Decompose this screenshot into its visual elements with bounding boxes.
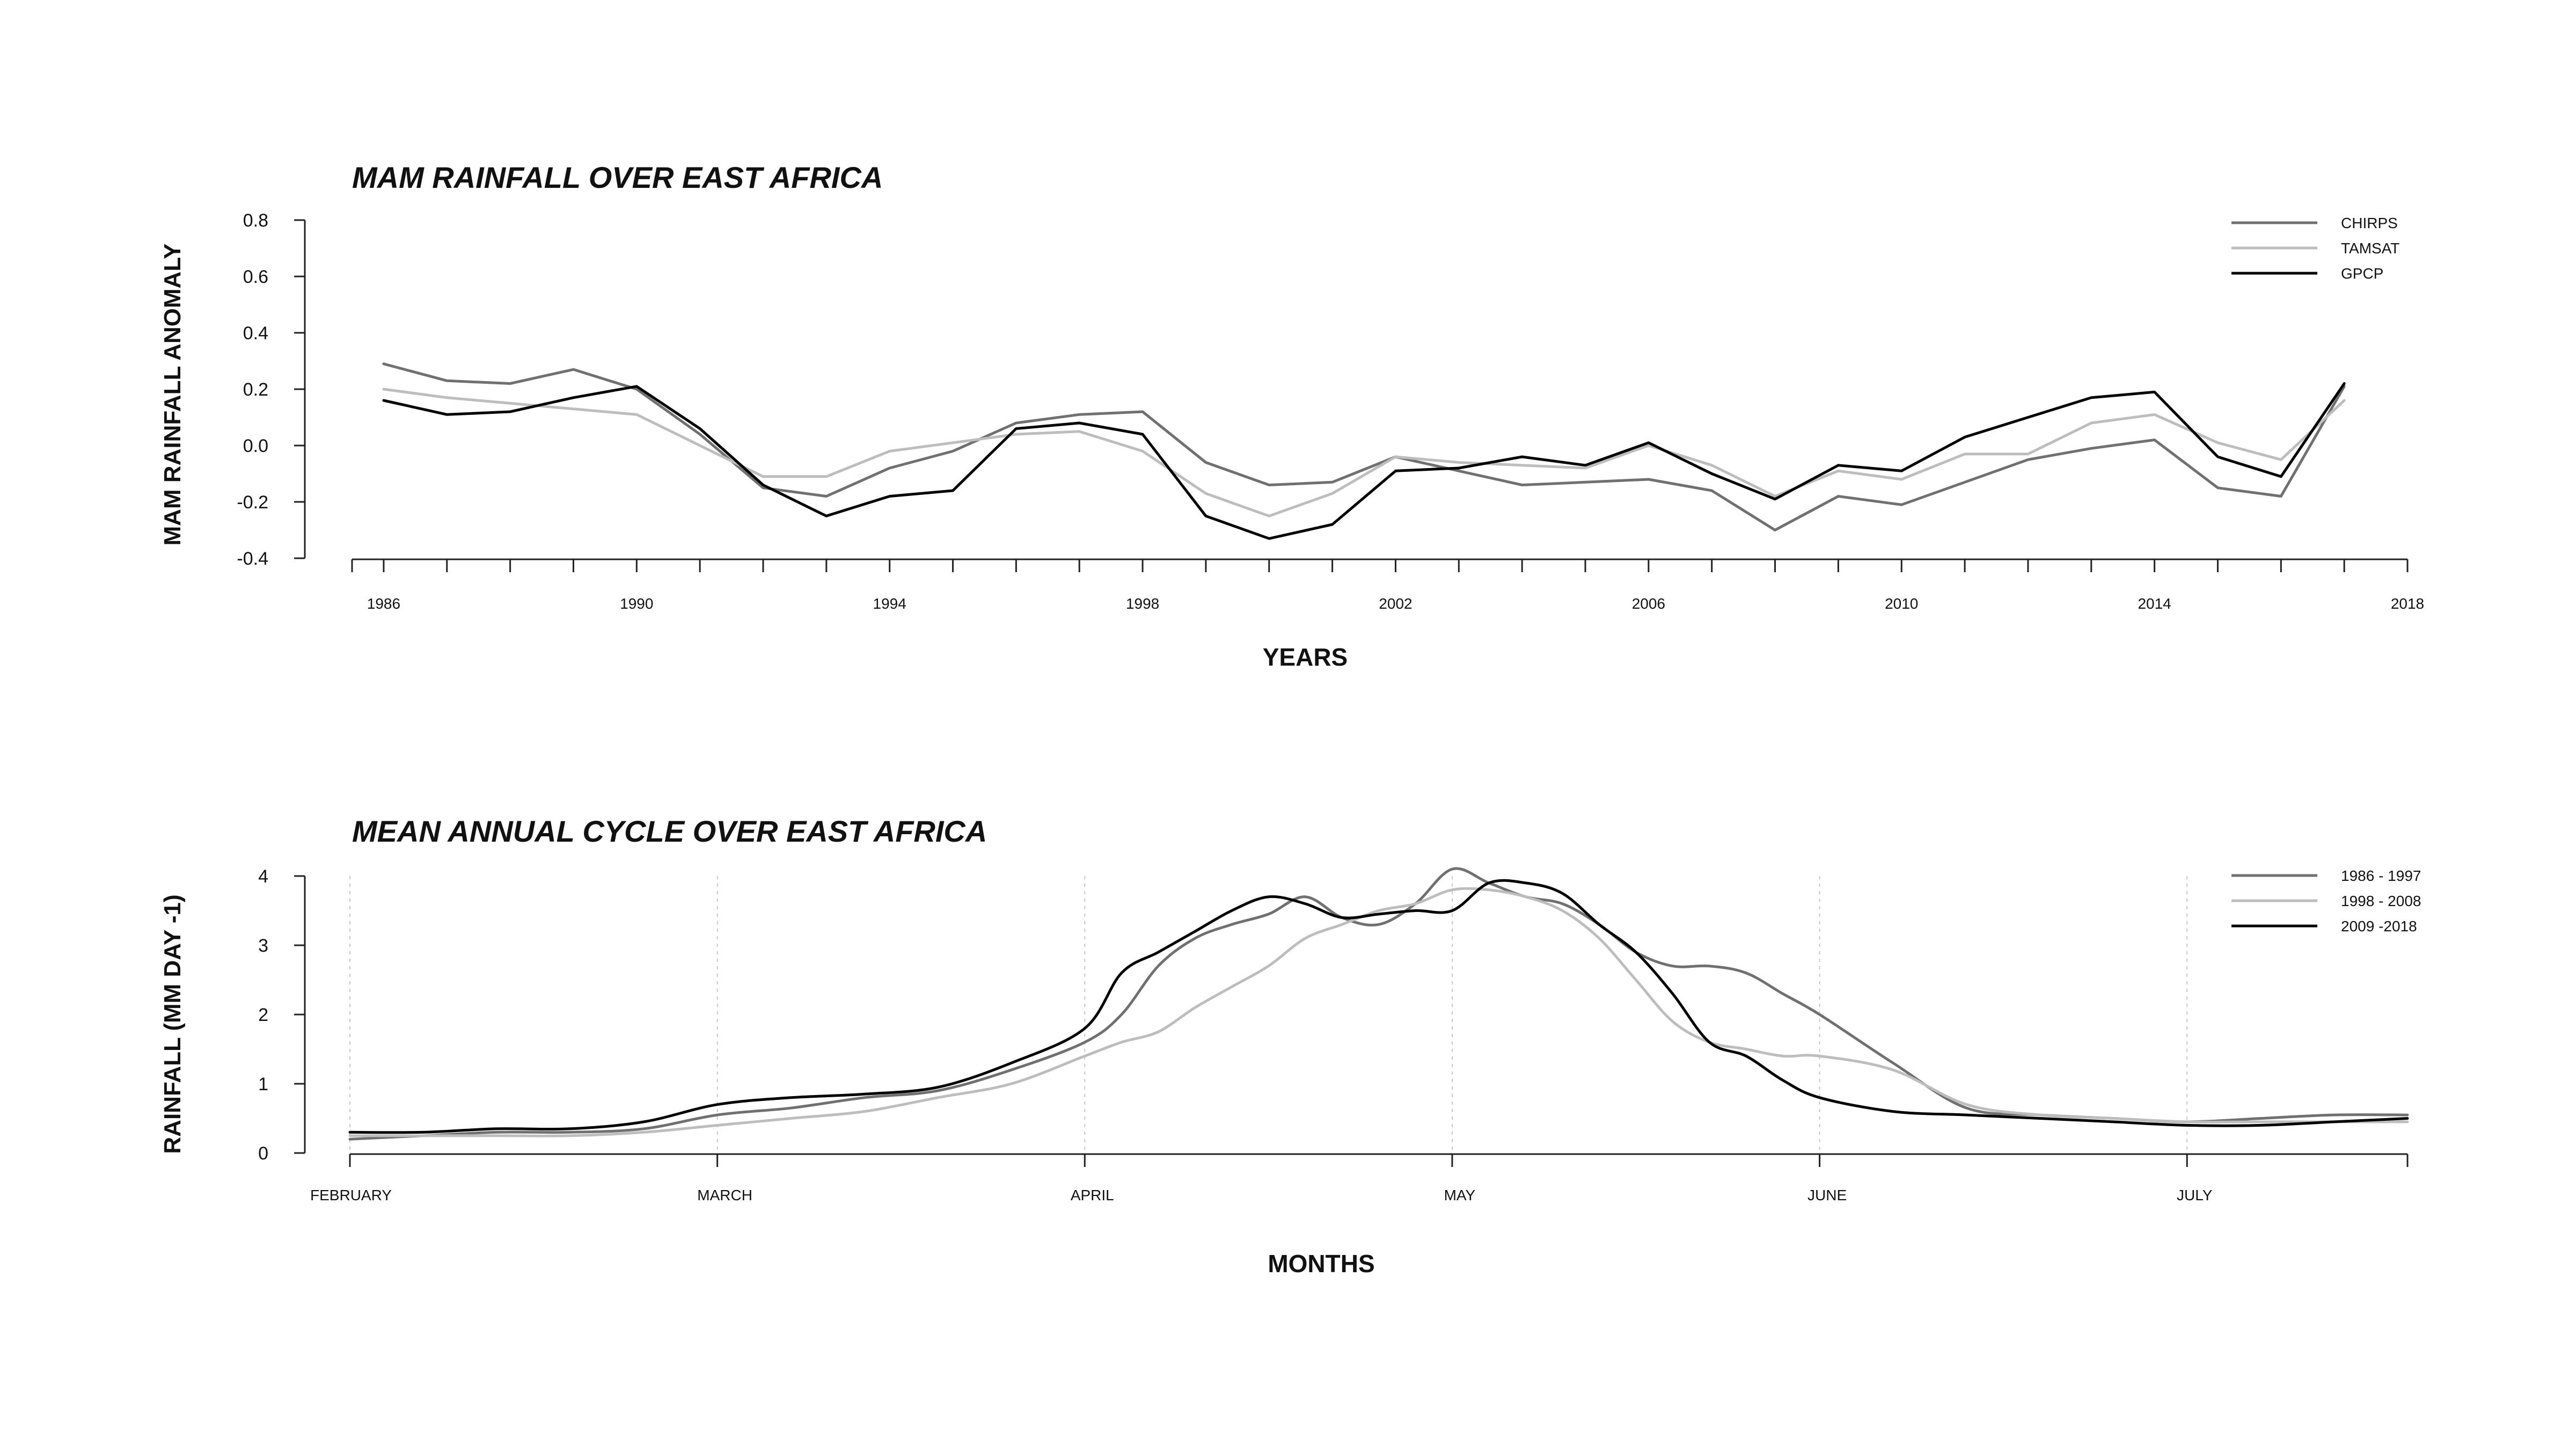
panel2-legend-label: 1986 - 1997 (2341, 867, 2421, 884)
series-gpcp-line (382, 382, 2346, 540)
panel1-x-tick-label: 1990 (620, 595, 653, 612)
panel2-legend: 1986 - 1997 1998 - 2008 2009 -2018 (2231, 867, 2421, 935)
panel2-y-tick-label: 2 (258, 1005, 268, 1025)
panel1-y-tick-label: 0.8 (243, 210, 268, 231)
panel2-y-tick-label: 0 (258, 1143, 268, 1164)
series-1998-2008-line (348, 887, 2409, 1137)
panel-mean-annual-cycle: MEAN ANNUAL CYCLE OVER EAST AFRICA RAINF… (159, 814, 2421, 1278)
panel1-y-tick-label: -0.2 (237, 492, 268, 513)
panel1-x-tick-label: 1986 (367, 595, 400, 612)
panel1-y-tick-label: 0.2 (243, 380, 268, 400)
panel1-x-tick-label: 2006 (1632, 595, 1665, 612)
panel1-series-group (382, 362, 2346, 540)
panel1-x-tick-label: 2018 (2391, 595, 2424, 612)
panel1-x-tick-label: 2002 (1379, 595, 1412, 612)
panel2-x-tick-label: JUNE (1807, 1187, 1847, 1203)
panel1-y-tick-label: 0.0 (243, 436, 268, 456)
panel2-x-tick-label: JULY (2177, 1187, 2213, 1203)
panel1-x-tick-label: 2010 (1885, 595, 1918, 612)
panel2-legend-label: 2009 -2018 (2341, 918, 2417, 935)
panel1-x-tick-label: 1994 (873, 595, 906, 612)
panel2-vertical-grid (349, 876, 2188, 1153)
panel1-y-axis-label: MAM RAINFALL ANOMALY (159, 243, 186, 545)
panel1-y-tick-label: 0.6 (243, 267, 268, 287)
panel1-legend: CHIRPS TAMSAT GPCP (2231, 215, 2399, 282)
panel1-y-tick-label: 0.4 (243, 323, 268, 344)
panel2-x-axis-label: MONTHS (1268, 1250, 1374, 1278)
panel1-legend-label: GPCP (2341, 265, 2383, 282)
panel2-y-tick-label: 3 (258, 936, 268, 956)
series-chirps-line (382, 362, 2346, 531)
panel-mam-rainfall: MAM RAINFALL OVER EAST AFRICA MAM RAINFA… (159, 160, 2424, 671)
panel1-x-axis-label: YEARS (1263, 643, 1348, 671)
series-2009-2018-line (348, 879, 2409, 1134)
panel2-legend-label: 1998 - 2008 (2341, 893, 2421, 909)
panel2-x-tick-label: APRIL (1071, 1187, 1114, 1203)
panel1-legend-label: CHIRPS (2341, 215, 2398, 231)
panel2-x-tick-label: MAY (1444, 1187, 1476, 1203)
panel2-x-tick-label: MARCH (697, 1187, 752, 1203)
panel1-x-tick-label: 2014 (2138, 595, 2171, 612)
panel2-y-axis-label: RAINFALL (MM DAY -1) (159, 894, 186, 1154)
series-1986-1997-line (348, 867, 2409, 1141)
panel1-y-tick-label: -0.4 (237, 549, 268, 569)
panel2-y-tick-label: 4 (258, 866, 268, 887)
panel1-x-tick-label: 1998 (1126, 595, 1159, 612)
panel2-axes: 0 1 2 3 4 FEBRUARY MARCH APRIL MAY JUNE JULY (258, 866, 2409, 1203)
panel2-x-tick-label: FEBRUARY (310, 1187, 392, 1203)
series-tamsat-line (382, 388, 2346, 517)
panel1-title: MAM RAINFALL OVER EAST AFRICA (352, 160, 883, 194)
panel2-series-group (348, 867, 2409, 1141)
panel2-title: MEAN ANNUAL CYCLE OVER EAST AFRICA (352, 814, 987, 848)
panel2-y-tick-label: 1 (258, 1074, 268, 1095)
panel1-axes: -0.4 -0.2 0.0 0.2 0.4 0.6 0.8 1986 1990 1994 1998 2… (237, 210, 2424, 612)
panel1-legend-label: TAMSAT (2341, 240, 2399, 257)
